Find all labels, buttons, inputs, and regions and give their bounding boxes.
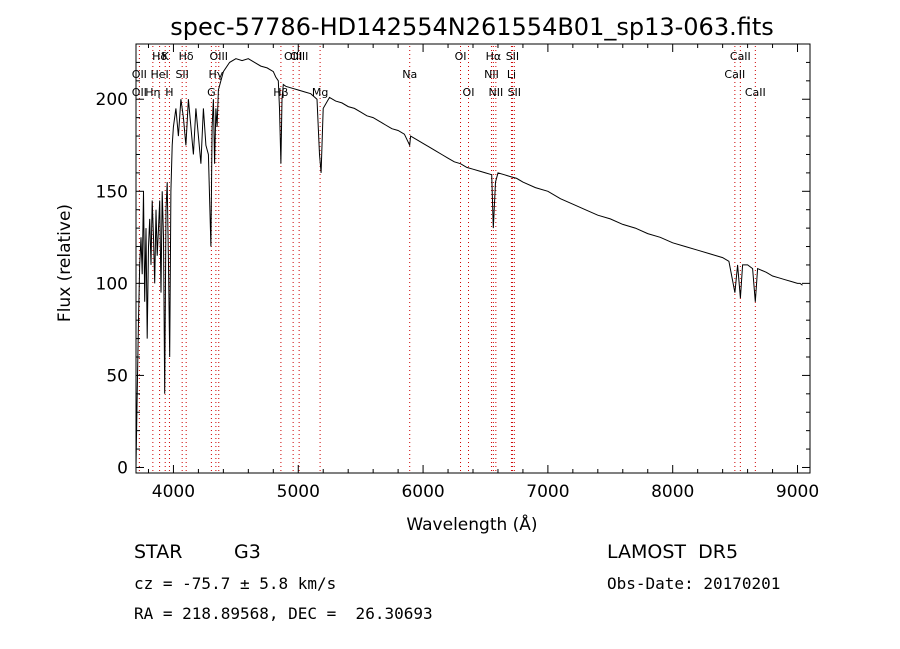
line-label: Hβ — [273, 86, 288, 99]
line-label: HeI — [150, 68, 168, 81]
class-label: STAR — [134, 541, 183, 563]
line-label: OII — [132, 68, 147, 81]
coordinates: RA = 218.89568, DEC = 26.30693 — [134, 604, 433, 623]
line-label: OIII — [290, 50, 308, 63]
line-label: CaII — [730, 50, 751, 63]
x-tick-label: 4000 — [152, 482, 195, 502]
line-label: OIII — [210, 50, 228, 63]
x-tick-label: 7000 — [526, 482, 569, 502]
y-axis-label: Flux (relative) — [55, 204, 75, 322]
x-tick-label: 8000 — [651, 482, 694, 502]
y-tick-label: 150 — [96, 182, 128, 202]
redshift-text: cz = -75.7 ± 5.8 km/s — [134, 574, 337, 593]
y-axis: 0 50 100 150 200 — [96, 61, 810, 478]
y-tick-label: 50 — [106, 366, 128, 386]
line-label: SII — [508, 86, 521, 99]
y-tick-label: 100 — [96, 274, 128, 294]
line-label: SII — [506, 50, 519, 63]
line-label: SII — [175, 68, 188, 81]
line-label: CaII — [724, 68, 745, 81]
line-label: OI — [455, 50, 467, 63]
line-label: Li — [507, 68, 516, 81]
y-tick-label: 0 — [117, 458, 128, 478]
chart-title: spec-57786-HD142554N261554B01_sp13-063.f… — [170, 13, 774, 41]
x-axis: 4000 5000 6000 7000 8000 9000 — [147, 44, 819, 502]
line-label: K — [162, 50, 170, 63]
obs-date: Obs-Date: 20170201 — [607, 574, 781, 593]
x-axis-label: Wavelength (Å) — [406, 513, 537, 535]
subclass-label: G3 — [234, 541, 261, 563]
survey-label: LAMOST DR5 — [607, 541, 739, 563]
line-label: NII — [484, 68, 499, 81]
x-tick-label: 6000 — [401, 482, 444, 502]
y-tick-label: 200 — [96, 90, 128, 110]
line-label: H — [165, 86, 173, 99]
line-label: Hδ — [179, 50, 194, 63]
line-label: Hδ — [152, 50, 167, 63]
x-tick-label: 9000 — [776, 482, 819, 502]
line-label: Na — [402, 68, 417, 81]
line-label: NII — [488, 86, 503, 99]
line-label: G — [207, 86, 216, 99]
line-label: Mg — [312, 86, 328, 99]
line-label: OIII — [284, 50, 302, 63]
line-label: CaII — [745, 86, 766, 99]
x-tick-label: 5000 — [277, 482, 320, 502]
line-label: Hγ — [208, 68, 223, 81]
line-label: Hη — [145, 86, 160, 99]
spectrum-line — [135, 58, 803, 468]
plot-frame — [135, 43, 811, 474]
line-label: Hα — [486, 50, 502, 63]
line-label: OI — [463, 86, 475, 99]
line-markers — [138, 46, 756, 473]
